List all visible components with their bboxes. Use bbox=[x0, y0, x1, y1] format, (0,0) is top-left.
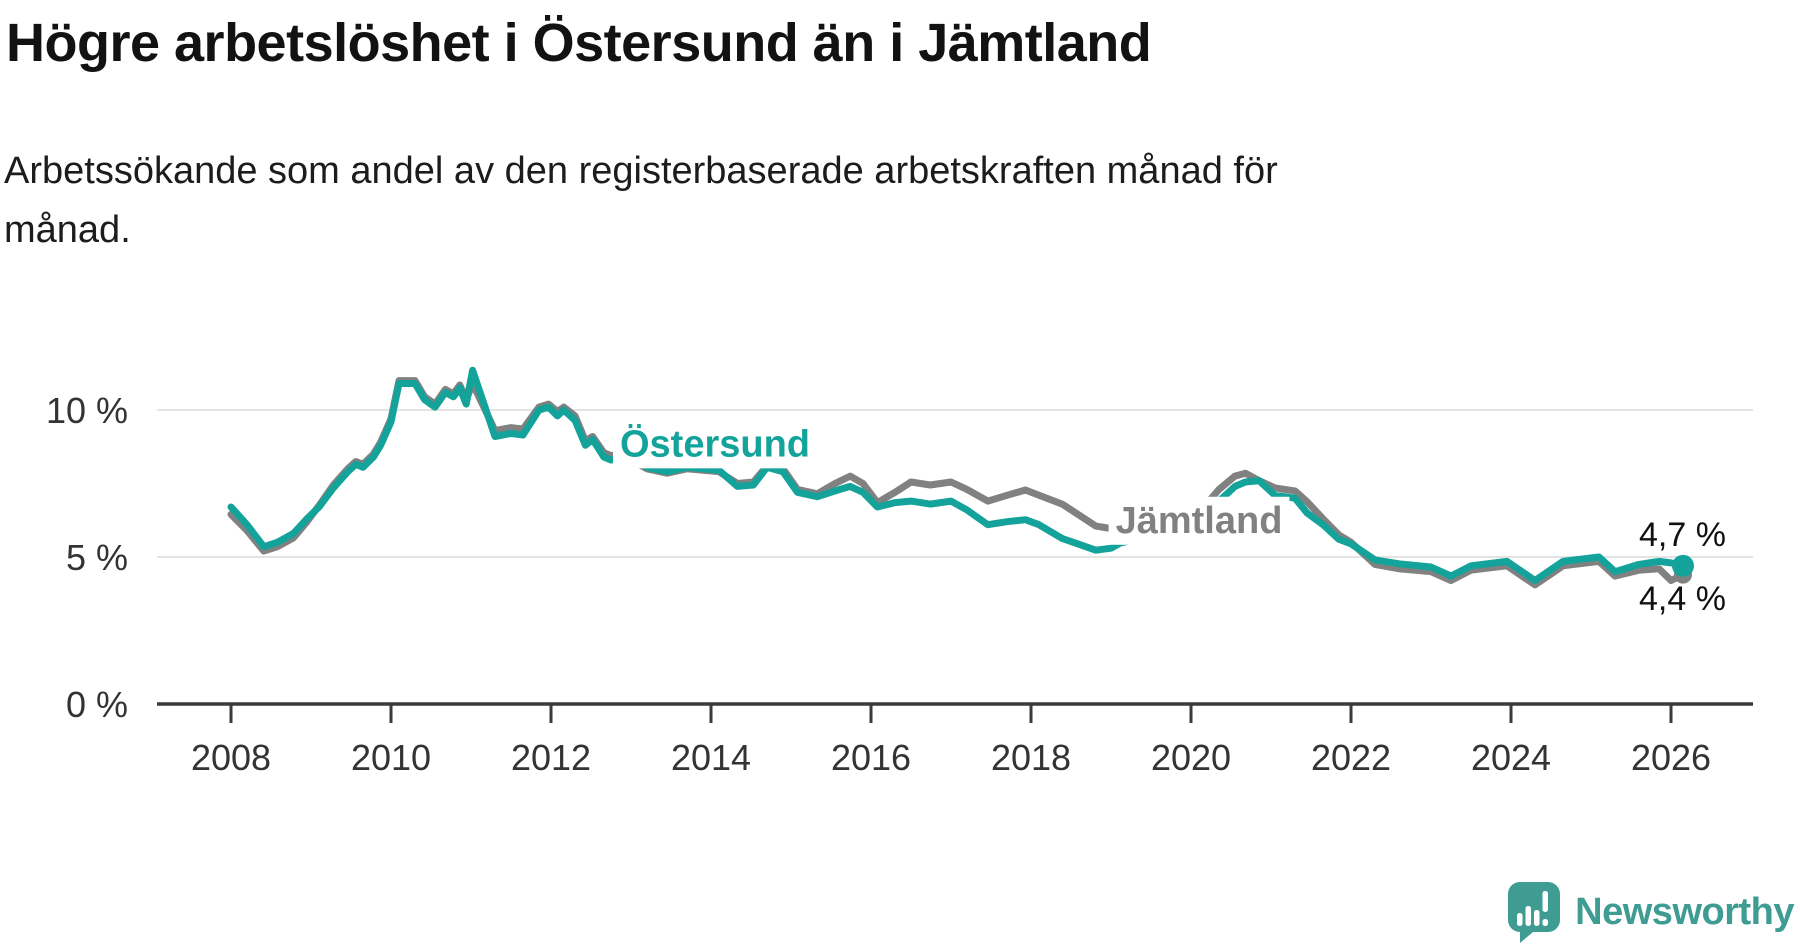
y-tick-label: 0 % bbox=[66, 684, 128, 725]
x-tick-label: 2020 bbox=[1151, 737, 1231, 778]
x-tick-label: 2024 bbox=[1471, 737, 1551, 778]
stersund-end-dot bbox=[1672, 554, 1694, 577]
logo-bar-3 bbox=[1534, 910, 1540, 926]
chart-subtitle: Arbetssökande som andel av den registerb… bbox=[4, 142, 1278, 260]
x-tick-label: 2018 bbox=[991, 737, 1071, 778]
y-tick-label: 10 % bbox=[46, 390, 128, 431]
x-tick-label: 2022 bbox=[1311, 737, 1391, 778]
end-value-annotation: 4,7 % bbox=[1639, 516, 1726, 554]
x-tick-label: 2008 bbox=[191, 737, 271, 778]
stersund-line bbox=[227, 366, 1687, 584]
stersund-series-label: Östersund bbox=[620, 422, 810, 465]
jmtland-line bbox=[227, 377, 1687, 589]
x-tick-label: 2014 bbox=[671, 737, 751, 778]
brand-name: Newsworthy bbox=[1575, 891, 1794, 933]
page-title: Högre arbetslöshet i Östersund än i Jämt… bbox=[6, 13, 1152, 73]
series-label-mask bbox=[1108, 496, 1290, 545]
subtitle-line-2: månad. bbox=[4, 209, 131, 251]
logo-exclamation-dot bbox=[1542, 919, 1549, 926]
newsworthy-bubble-icon bbox=[1508, 882, 1561, 943]
end-value-annotation: 4,4 % bbox=[1639, 580, 1726, 618]
newsworthy-logo: Newsworthy bbox=[1507, 881, 1794, 944]
subtitle-line-1: Arbetssökande som andel av den registerb… bbox=[4, 150, 1278, 192]
y-tick-label: 5 % bbox=[66, 537, 128, 578]
jmtland-series-label: Jämtland bbox=[1116, 500, 1283, 542]
series-label-mask bbox=[612, 419, 818, 469]
logo-bar-1 bbox=[1517, 913, 1523, 926]
logo-bar-2 bbox=[1525, 906, 1532, 926]
x-tick-label: 2016 bbox=[831, 737, 911, 778]
x-tick-label: 2012 bbox=[511, 737, 591, 778]
x-tick-label: 2026 bbox=[1631, 737, 1711, 778]
x-tick-label: 2010 bbox=[351, 737, 431, 778]
logo-exclamation-stem bbox=[1542, 891, 1549, 912]
